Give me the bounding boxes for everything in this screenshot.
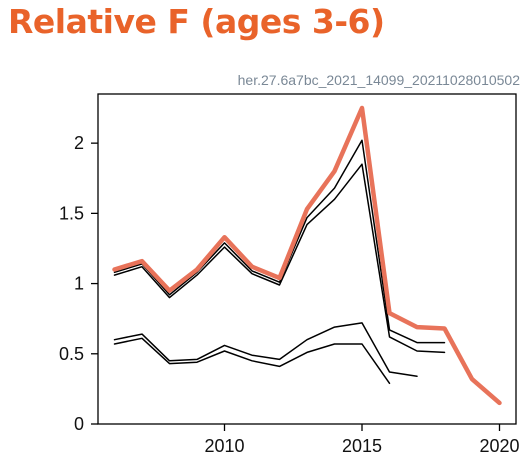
y-tick-label: 2 [74,133,84,153]
y-tick-label: 0 [74,414,84,434]
y-tick-label: 1 [74,274,84,294]
series-line-4 [113,337,391,385]
x-tick-label: 2010 [204,436,244,456]
x-tick-label: 2020 [479,436,519,456]
series-line-2 [113,163,446,354]
chart-title: Relative F (ages 3-6) [8,2,385,41]
series-line-highlight [112,105,502,406]
series-line-3 [113,322,418,378]
y-tick-label: 1.5 [59,203,84,223]
series-line-1 [113,139,446,344]
chart-subtitle: her.27.6a7bc_2021_14099_20211028010502 [237,72,520,88]
plot-frame [97,93,517,425]
y-tick-label: 0.5 [59,344,84,364]
x-tick-label: 2015 [342,436,382,456]
